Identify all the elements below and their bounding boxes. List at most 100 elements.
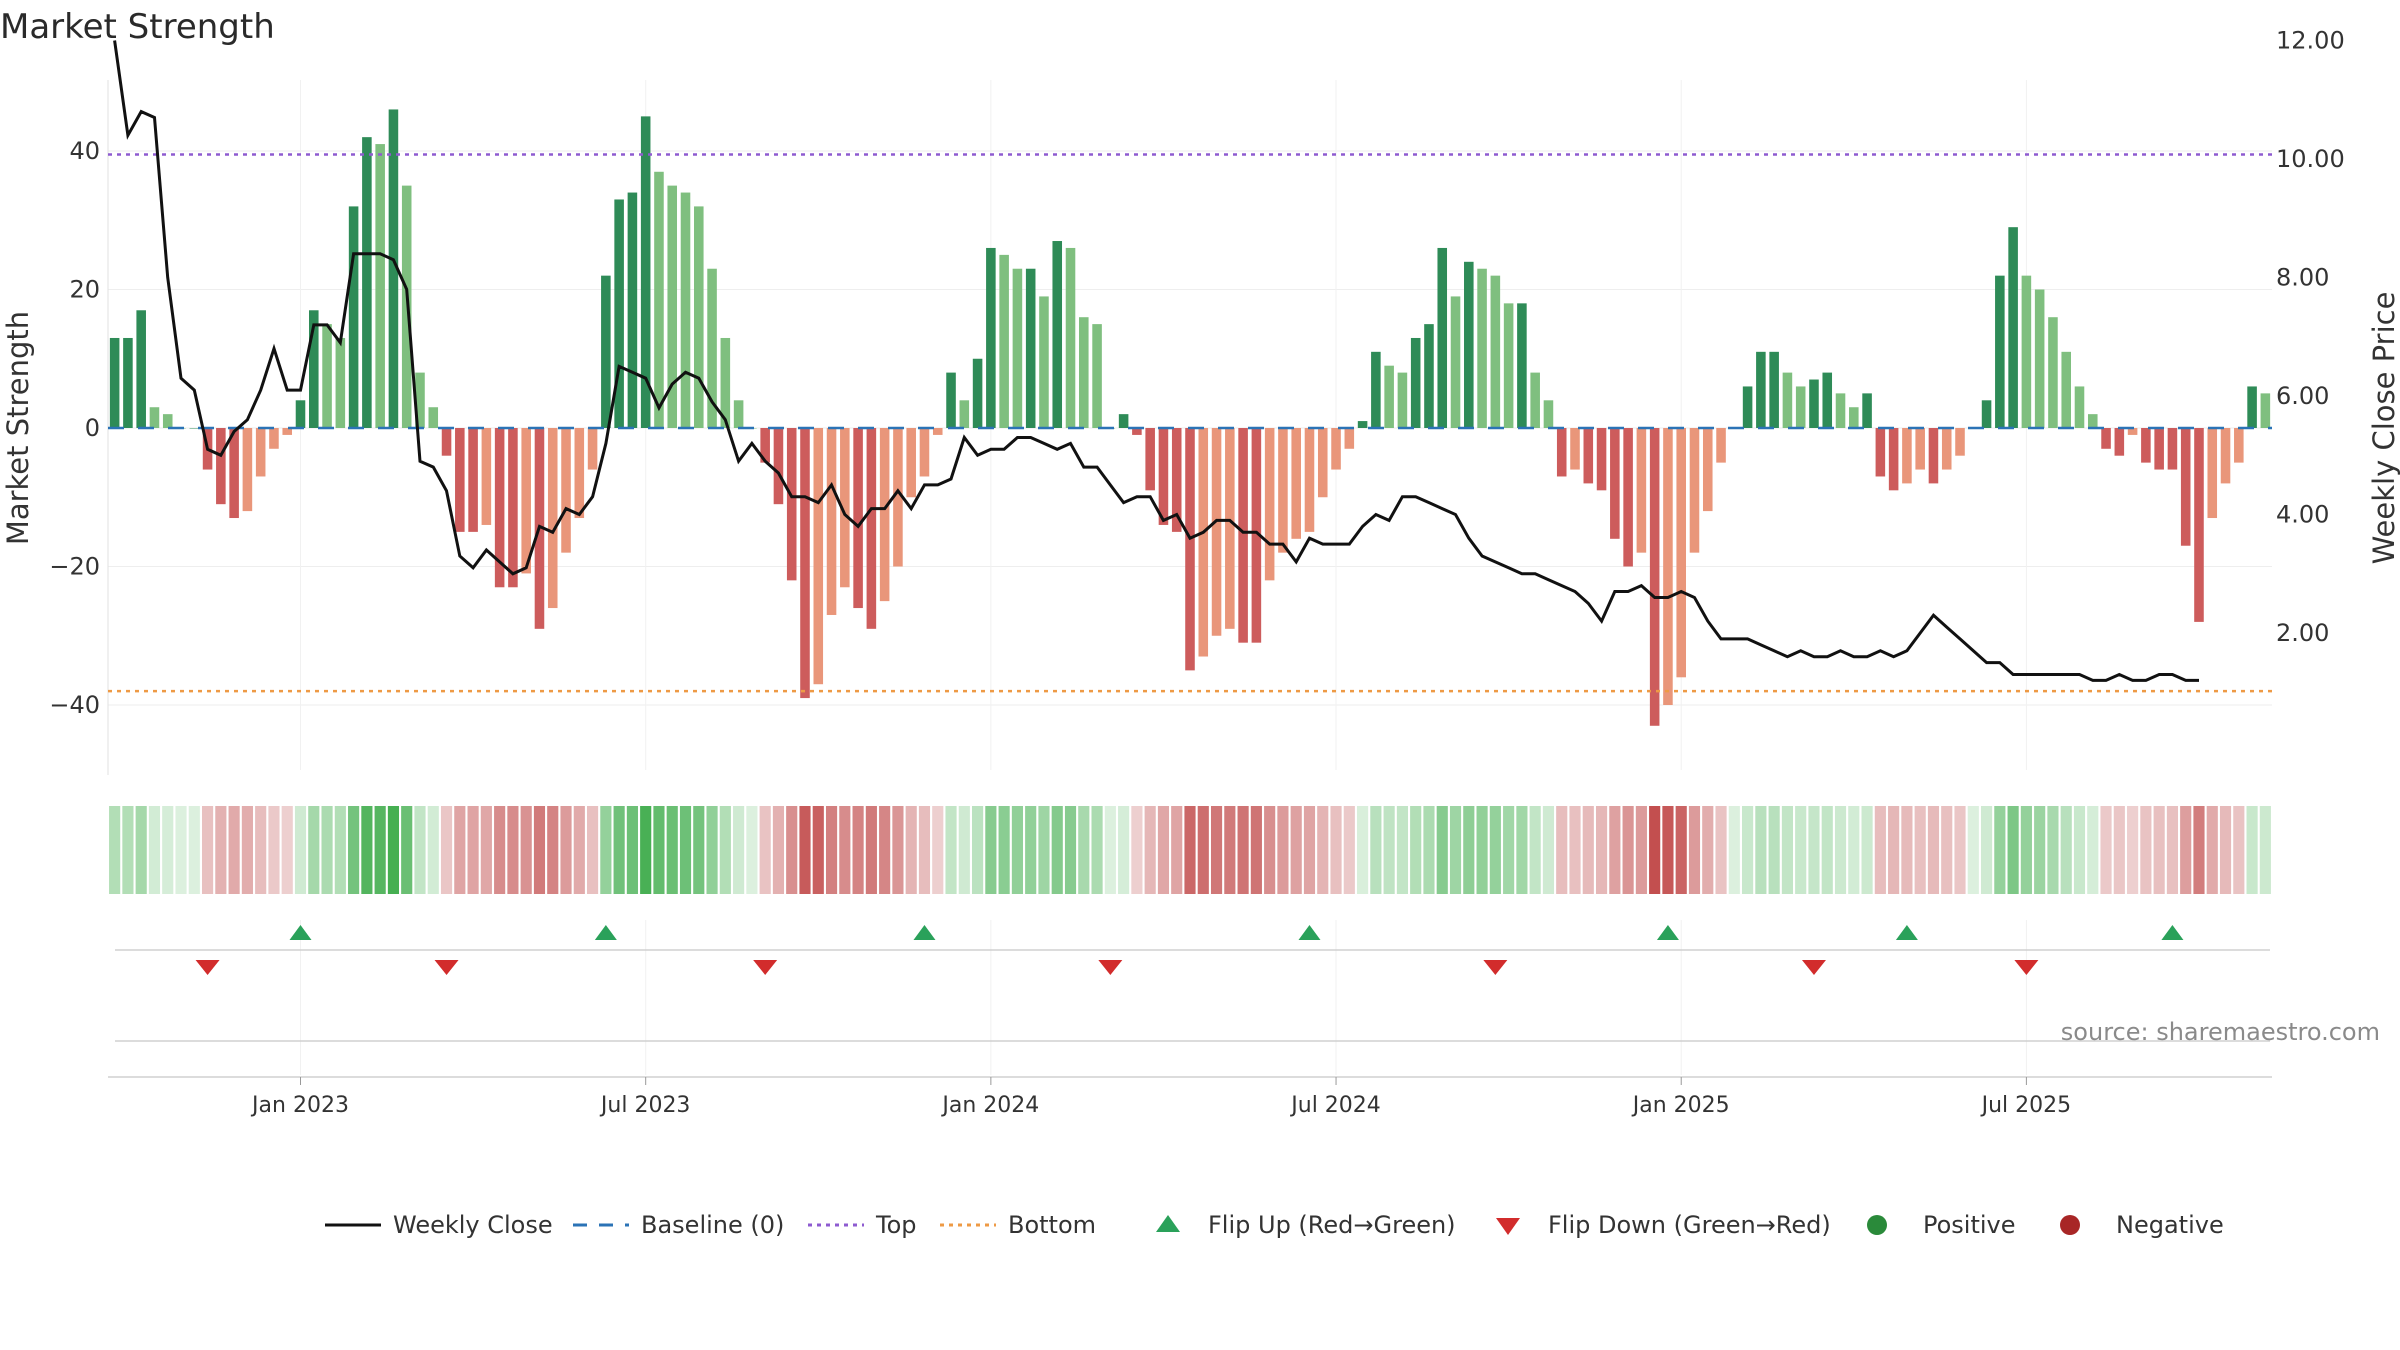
heat-cell xyxy=(1848,806,1860,894)
heat-cell xyxy=(746,806,758,894)
strength-bar xyxy=(2220,428,2231,484)
strength-bar xyxy=(667,185,678,428)
strength-bar xyxy=(2034,289,2045,428)
strength-bar xyxy=(2061,351,2072,428)
heat-cell xyxy=(560,806,572,894)
heat-cell xyxy=(2233,806,2245,894)
heat-cell xyxy=(1157,806,1170,894)
heat-cell xyxy=(414,806,426,894)
heat-cell xyxy=(1755,806,1767,894)
strength-bar xyxy=(2087,414,2098,428)
strength-bar xyxy=(999,254,1009,428)
strength-bar xyxy=(1530,372,1540,428)
heat-cell xyxy=(1410,806,1422,894)
legend-item: Bottom xyxy=(940,1211,1096,1239)
heat-cell xyxy=(2047,806,2059,894)
x-tick-label: Jul 2025 xyxy=(1980,1093,2072,1118)
strength-bar xyxy=(468,428,478,532)
strength-bar xyxy=(2260,393,2271,428)
heat-cell xyxy=(1091,806,1103,894)
strength-bar xyxy=(255,428,266,477)
strength-bar xyxy=(481,428,492,525)
heat-cell xyxy=(587,806,599,894)
strength-bar xyxy=(1503,303,1514,428)
strength-bar xyxy=(587,428,598,470)
heat-cell xyxy=(1396,806,1408,894)
strength-bar xyxy=(1663,428,1673,705)
right-axis-label: Weekly Close Price xyxy=(2367,292,2400,565)
heat-cell xyxy=(1038,806,1050,894)
flip-markers xyxy=(108,925,2272,1078)
heat-cell xyxy=(374,806,386,894)
flip-down-marker xyxy=(1483,960,1508,975)
heat-cell xyxy=(1556,806,1568,894)
weekly-close-line xyxy=(113,40,2199,682)
strength-bar xyxy=(1981,400,1992,428)
heat-cell xyxy=(1144,806,1156,894)
heat-cell xyxy=(1330,806,1342,894)
legend-label: Flip Up (Red→Green) xyxy=(1208,1211,1456,1239)
strength-bar xyxy=(1171,428,1182,532)
heat-cell xyxy=(666,806,678,894)
strength-bar xyxy=(1835,393,1846,428)
heat-cell xyxy=(1874,806,1886,894)
legend-swatch-flip-down xyxy=(1496,1218,1520,1235)
strength-bar xyxy=(1371,351,1381,428)
strength-bar xyxy=(1543,400,1554,428)
right-tick-label: 6.00 xyxy=(2276,382,2329,410)
strength-bar xyxy=(2167,428,2178,470)
heat-cell xyxy=(2060,806,2072,894)
heat-cell xyxy=(1463,806,1475,894)
heat-cell xyxy=(693,806,705,894)
heat-cell xyxy=(1768,806,1780,894)
strength-bar xyxy=(1264,428,1275,581)
heat-cell xyxy=(162,806,174,894)
legend-label: Weekly Close xyxy=(393,1211,553,1239)
heat-cell xyxy=(1954,806,1966,894)
heat-cell xyxy=(1582,806,1594,894)
heat-cell xyxy=(679,806,692,894)
strength-bar xyxy=(2234,428,2244,463)
strength-bar xyxy=(733,400,744,428)
heat-cell xyxy=(2100,806,2112,894)
heat-cell xyxy=(148,806,161,894)
legend-item: Flip Down (Green→Red) xyxy=(1496,1211,1831,1239)
heat-cell xyxy=(520,806,532,894)
right-tick-label: 8.00 xyxy=(2276,264,2329,292)
heat-cell xyxy=(2073,806,2086,894)
heat-cell xyxy=(998,806,1010,894)
strength-bar xyxy=(2207,428,2218,519)
heat-cell xyxy=(1662,806,1674,894)
heat-cell xyxy=(905,806,917,894)
reference-lines xyxy=(108,153,2272,693)
heat-cell xyxy=(1303,806,1316,894)
heat-cell xyxy=(1343,806,1355,894)
heat-cell xyxy=(2140,806,2152,894)
flip-down-marker xyxy=(2014,960,2039,975)
strength-bar xyxy=(1437,247,1448,428)
strength-bar xyxy=(441,428,452,456)
strength-bar xyxy=(1079,317,1089,428)
heat-cell xyxy=(1250,806,1262,894)
heat-cell xyxy=(1821,806,1833,894)
strength-bar xyxy=(2194,428,2204,622)
heat-cell xyxy=(1967,806,1979,894)
strength-bar xyxy=(508,428,518,588)
heat-cell xyxy=(188,806,200,894)
heat-cell xyxy=(268,806,280,894)
strength-bar xyxy=(282,428,293,435)
left-tick-label: −40 xyxy=(49,691,100,719)
strength-bar xyxy=(308,310,319,428)
heat-cell xyxy=(1542,806,1555,894)
strength-bar xyxy=(229,428,239,519)
strength-bar xyxy=(1862,393,1872,428)
heat-cell xyxy=(972,806,984,894)
left-tick-label: 0 xyxy=(85,414,100,442)
legend-item: Positive xyxy=(1867,1211,2016,1239)
strength-bar xyxy=(1610,428,1620,539)
heat-cell xyxy=(1927,806,1940,894)
heat-cell xyxy=(653,806,665,894)
heat-cell xyxy=(799,806,811,894)
strength-bar xyxy=(640,116,651,428)
heat-cell xyxy=(1702,806,1714,894)
